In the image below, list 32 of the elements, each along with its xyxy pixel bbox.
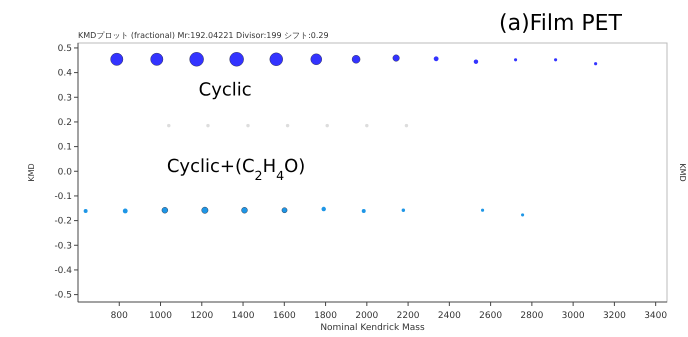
- y-tick-label: 0.2: [58, 118, 72, 128]
- x-tick-label: 2200: [396, 311, 420, 321]
- x-tick-label: 2400: [438, 311, 462, 321]
- x-tick-label: 1800: [314, 311, 338, 321]
- y-tick-label: -0.2: [54, 216, 72, 227]
- x-tick-label: 2800: [520, 311, 544, 321]
- chart-subtitle: KMDプロット (fractional) Mr:192.04221 Divisor:199 シフト:0.29: [78, 31, 329, 40]
- y-tick-label: -0.3: [54, 241, 72, 252]
- x-tick-label: 1400: [232, 311, 255, 321]
- y-tick-label: -0.5: [54, 290, 72, 301]
- x-tick-label: 1200: [190, 311, 214, 321]
- x-tick-label: 3000: [562, 311, 585, 321]
- x-tick-label: 800: [110, 311, 128, 321]
- y-tick-label: 0.4: [58, 68, 72, 79]
- y-tick-label: 0.3: [58, 93, 72, 104]
- series-label: Cyclic: [198, 79, 252, 100]
- y-axis-title: KMD: [27, 163, 36, 182]
- y2-axis-title: KMD: [678, 163, 687, 182]
- x-tick-label: 1000: [149, 311, 172, 321]
- series-label: Cyclic+(C$_{2}$H$_{4}$O): [166, 156, 306, 183]
- y-tick-label: 0.0: [58, 167, 72, 178]
- chart-title: (a)Film PET: [499, 11, 623, 36]
- x-tick-label: 2000: [355, 311, 379, 321]
- x-axis-title: Nominal Kendrick Mass: [320, 323, 425, 333]
- x-tick-label: 1600: [272, 311, 296, 321]
- y-tick-label: 0.5: [58, 44, 72, 54]
- x-tick-label: 3400: [644, 311, 668, 321]
- y-tick-label: -0.1: [54, 192, 72, 202]
- y-tick-label: -0.4: [54, 266, 72, 276]
- x-tick-label: 3200: [602, 311, 626, 321]
- x-tick-label: 2600: [479, 311, 502, 321]
- y-tick-label: 0.1: [58, 142, 72, 153]
